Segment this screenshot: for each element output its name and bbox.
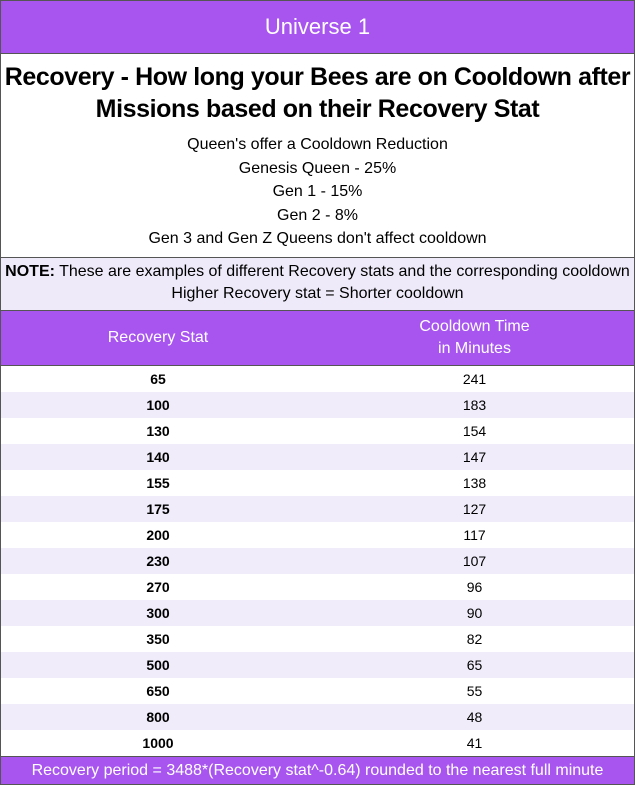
recovery-stat-cell: 650 xyxy=(146,683,170,699)
recovery-stat-cell: 130 xyxy=(146,423,170,439)
note-text: These are examples of different Recovery… xyxy=(54,263,630,280)
queen-offer-gen1: Gen 1 - 15% xyxy=(272,183,363,200)
formula-footer: Recovery period = 3488*(Recovery stat^-0… xyxy=(1,756,634,784)
page-title-line-1: Recovery - How long your Bees are on Coo… xyxy=(4,63,631,91)
table-row: 300 90 xyxy=(1,600,634,626)
page-title-line-2: Missions based on their Recovery Stat xyxy=(95,95,540,123)
recovery-stat-cell: 140 xyxy=(146,449,170,465)
note-line-2: Higher Recovery stat = Shorter cooldown xyxy=(171,285,464,302)
cooldown-time-cell: 147 xyxy=(462,449,487,465)
table-row: 650 55 xyxy=(1,678,634,704)
title-block: Recovery - How long your Bees are on Coo… xyxy=(1,54,634,258)
recovery-stat-cell: 155 xyxy=(146,475,170,491)
queen-offer-gen2: Gen 2 - 8% xyxy=(277,206,358,224)
table-row: 140 147 xyxy=(1,444,634,470)
column-header-recovery-stat: Recovery Stat xyxy=(107,329,209,346)
column-header-cooldown-line-1: Cooldown Time xyxy=(419,318,530,335)
cooldown-time-cell: 138 xyxy=(462,475,487,491)
table-row: 100 183 xyxy=(1,392,634,418)
recovery-stat-cell: 65 xyxy=(150,371,166,387)
cooldown-time-cell: 55 xyxy=(466,683,483,699)
table-row: 500 65 xyxy=(1,652,634,678)
queen-offer-gen3-genz: Gen 3 and Gen Z Queens don't affect cool… xyxy=(148,230,487,247)
recovery-stat-cell: 200 xyxy=(146,527,170,543)
queen-offer-list: Queen's offer a Cooldown Reduction Genes… xyxy=(1,133,634,251)
cooldown-time-cell: 65 xyxy=(466,657,483,673)
table-row: 65 241 xyxy=(1,366,634,392)
queen-offer-intro: Queen's offer a Cooldown Reduction xyxy=(187,136,448,153)
recovery-stat-cell: 800 xyxy=(146,709,170,725)
universe-title: Universe 1 xyxy=(264,14,371,39)
recovery-stat-cell: 300 xyxy=(146,605,170,621)
page-title: Recovery - How long your Bees are on Coo… xyxy=(1,54,634,125)
recovery-stat-cell: 230 xyxy=(146,553,170,569)
note-line-1: NOTE: These are examples of different Re… xyxy=(1,261,634,283)
cooldown-time-cell: 82 xyxy=(466,631,483,647)
cooldown-time-cell: 41 xyxy=(466,735,483,751)
column-header-cooldown-line-2: in Minutes xyxy=(438,340,511,357)
cooldown-time-cell: 90 xyxy=(466,605,483,621)
table-row: 350 82 xyxy=(1,626,634,652)
note-block: NOTE: These are examples of different Re… xyxy=(1,258,634,311)
cooldown-time-cell: 117 xyxy=(463,527,486,543)
recovery-stat-cell: 350 xyxy=(146,631,170,647)
table-row: 1000 41 xyxy=(1,730,634,756)
table-header: Recovery Stat Cooldown Time in Minutes xyxy=(1,311,634,366)
cooldown-time-cell: 107 xyxy=(462,553,487,569)
table-row: 230 107 xyxy=(1,548,634,574)
table-row: 200 117 xyxy=(1,522,634,548)
recovery-stat-cell: 500 xyxy=(146,657,170,673)
table-row: 175 127 xyxy=(1,496,634,522)
recovery-stat-cell: 100 xyxy=(146,397,170,413)
cooldown-time-cell: 127 xyxy=(462,501,487,517)
universe-banner: Universe 1 xyxy=(1,1,634,54)
recovery-stat-cell: 270 xyxy=(146,579,170,595)
recovery-stat-cell: 175 xyxy=(146,501,170,517)
note-label: NOTE: xyxy=(5,263,55,280)
cooldown-time-cell: 241 xyxy=(462,371,487,387)
table-row: 155 138 xyxy=(1,470,634,496)
table-row: 270 96 xyxy=(1,574,634,600)
table-row: 800 48 xyxy=(1,704,634,730)
column-header-cooldown-time: Cooldown Time in Minutes xyxy=(315,311,634,365)
cooldown-table-body: 65 241 100 183 130 154 140 147 155 138 175 127 200 11… xyxy=(1,366,634,756)
table-row: 130 154 xyxy=(1,418,634,444)
cooldown-time-cell: 96 xyxy=(466,579,483,595)
recovery-stat-cell: 1000 xyxy=(142,735,174,751)
queen-offer-genesis: Genesis Queen - 25% xyxy=(238,159,397,177)
formula-text: Recovery period = 3488*(Recovery stat^-0… xyxy=(31,762,604,779)
cooldown-time-cell: 154 xyxy=(462,423,487,439)
cooldown-time-cell: 183 xyxy=(462,397,487,413)
cooldown-time-cell: 48 xyxy=(466,709,483,725)
